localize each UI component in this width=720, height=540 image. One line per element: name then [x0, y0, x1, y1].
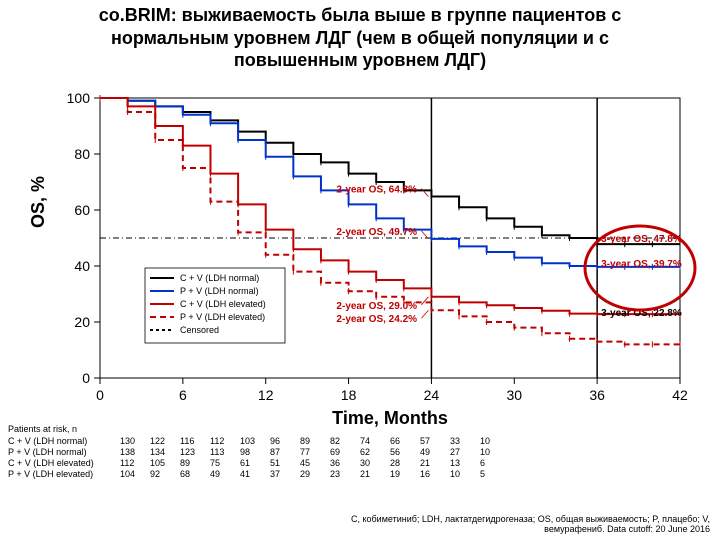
at-risk-cell: 61 [240, 458, 270, 468]
svg-text:60: 60 [74, 202, 90, 218]
at-risk-cell: 10 [480, 447, 510, 457]
at-risk-label: C + V (LDH normal) [8, 436, 120, 446]
at-risk-cell: 130 [120, 436, 150, 446]
at-risk-cell: 41 [240, 469, 270, 479]
footnote-line-2: вемурафениб. Data cutoff: 20 June 2016 [0, 524, 710, 534]
svg-text:C + V (LDH elevated): C + V (LDH elevated) [180, 299, 266, 309]
svg-text:C + V (LDH normal): C + V (LDH normal) [180, 273, 259, 283]
footnote: C, кобиметиниб; LDH, лактатдегидрогеназа… [0, 514, 710, 534]
title-line-2: нормальным уровнем ЛДГ (чем в общей попу… [24, 27, 696, 50]
km-plot: OS, % 06121824303642020406080100Time, Mo… [20, 78, 700, 438]
at-risk-cell: 98 [240, 447, 270, 457]
svg-text:2-year OS, 29.0%: 2-year OS, 29.0% [336, 300, 417, 311]
at-risk-header: Patients at risk, n [8, 424, 510, 436]
at-risk-cell: 82 [330, 436, 360, 446]
km-plot-svg: 06121824303642020406080100Time, Months2-… [20, 78, 700, 438]
at-risk-cell: 105 [150, 458, 180, 468]
svg-text:100: 100 [67, 90, 91, 106]
at-risk-cell: 10 [450, 469, 480, 479]
at-risk-cell: 28 [390, 458, 420, 468]
at-risk-cell: 75 [210, 458, 240, 468]
at-risk-cell: 89 [180, 458, 210, 468]
svg-text:40: 40 [74, 258, 90, 274]
svg-text:0: 0 [96, 387, 104, 403]
at-risk-cell: 62 [360, 447, 390, 457]
svg-text:0: 0 [82, 370, 90, 386]
svg-text:Censored: Censored [180, 325, 219, 335]
at-risk-cell: 134 [150, 447, 180, 457]
svg-text:12: 12 [258, 387, 274, 403]
svg-text:P + V (LDH normal): P + V (LDH normal) [180, 286, 259, 296]
at-risk-cell: 21 [420, 458, 450, 468]
at-risk-cell: 33 [450, 436, 480, 446]
at-risk-cell: 29 [300, 469, 330, 479]
at-risk-cell: 49 [210, 469, 240, 479]
svg-text:30: 30 [506, 387, 522, 403]
at-risk-cell: 116 [180, 436, 210, 446]
at-risk-cell: 77 [300, 447, 330, 457]
at-risk-cell: 112 [120, 458, 150, 468]
svg-text:6: 6 [179, 387, 187, 403]
at-risk-row: P + V (LDH normal)1381341231139887776962… [8, 447, 510, 458]
slide-title: co.BRIM: выживаемость была выше в группе… [0, 0, 720, 72]
at-risk-row: P + V (LDH elevated)10492684941372923211… [8, 469, 510, 480]
at-risk-cell: 103 [240, 436, 270, 446]
svg-text:24: 24 [424, 387, 440, 403]
at-risk-cell: 21 [360, 469, 390, 479]
at-risk-cell: 138 [120, 447, 150, 457]
at-risk-cell: 89 [300, 436, 330, 446]
at-risk-cell: 45 [300, 458, 330, 468]
svg-text:2-year OS, 49.7%: 2-year OS, 49.7% [336, 226, 417, 237]
at-risk-cell: 19 [390, 469, 420, 479]
at-risk-label: P + V (LDH normal) [8, 447, 120, 457]
at-risk-cell: 10 [480, 436, 510, 446]
at-risk-cell: 6 [480, 458, 510, 468]
title-line-3: повышенным уровнем ЛДГ) [24, 49, 696, 72]
svg-text:20: 20 [74, 314, 90, 330]
at-risk-row: C + V (LDH elevated)11210589756151453630… [8, 458, 510, 469]
at-risk-cell: 27 [450, 447, 480, 457]
svg-text:80: 80 [74, 146, 90, 162]
at-risk-cell: 69 [330, 447, 360, 457]
at-risk-label: P + V (LDH elevated) [8, 469, 120, 479]
footnote-line-1: C, кобиметиниб; LDH, лактатдегидрогеназа… [0, 514, 710, 524]
at-risk-cell: 104 [120, 469, 150, 479]
at-risk-cell: 57 [420, 436, 450, 446]
at-risk-cell: 51 [270, 458, 300, 468]
at-risk-cell: 123 [180, 447, 210, 457]
title-line-1: co.BRIM: выживаемость была выше в группе… [24, 4, 696, 27]
at-risk-cell: 37 [270, 469, 300, 479]
at-risk-cell: 122 [150, 436, 180, 446]
at-risk-cell: 74 [360, 436, 390, 446]
svg-text:3-year OS, 47.8%: 3-year OS, 47.8% [601, 234, 682, 245]
at-risk-cell: 16 [420, 469, 450, 479]
at-risk-cell: 30 [360, 458, 390, 468]
at-risk-cell: 5 [480, 469, 510, 479]
at-risk-row: C + V (LDH normal)1301221161121039689827… [8, 436, 510, 447]
svg-text:2-year OS, 64.8%: 2-year OS, 64.8% [336, 184, 417, 195]
svg-text:3-year OS, 39.7%: 3-year OS, 39.7% [601, 258, 682, 269]
at-risk-cell: 56 [390, 447, 420, 457]
at-risk-cell: 23 [330, 469, 360, 479]
at-risk-label: C + V (LDH elevated) [8, 458, 120, 468]
at-risk-cell: 112 [210, 436, 240, 446]
at-risk-cell: 66 [390, 436, 420, 446]
at-risk-cell: 68 [180, 469, 210, 479]
svg-text:2-year OS, 24.2%: 2-year OS, 24.2% [336, 314, 417, 325]
at-risk-cell: 113 [210, 447, 240, 457]
at-risk-cell: 92 [150, 469, 180, 479]
svg-text:P + V (LDH elevated): P + V (LDH elevated) [180, 312, 265, 322]
at-risk-cell: 49 [420, 447, 450, 457]
svg-text:36: 36 [589, 387, 605, 403]
svg-text:18: 18 [341, 387, 357, 403]
at-risk-cell: 13 [450, 458, 480, 468]
at-risk-table: Patients at risk, n C + V (LDH normal)13… [8, 424, 510, 480]
svg-text:42: 42 [672, 387, 688, 403]
at-risk-cell: 87 [270, 447, 300, 457]
at-risk-cell: 36 [330, 458, 360, 468]
at-risk-cell: 96 [270, 436, 300, 446]
